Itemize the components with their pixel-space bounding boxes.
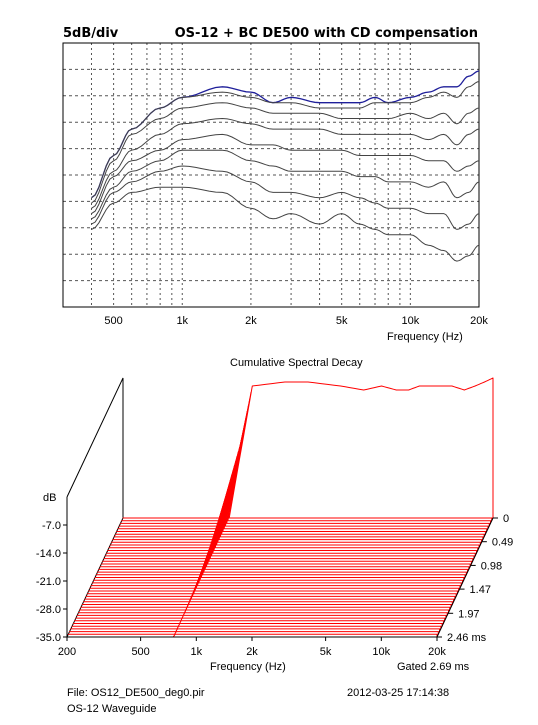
time-tick-label: 0.49 [492, 537, 513, 549]
x-tick-label: 2k [245, 315, 257, 327]
x-tick-label: 20k [470, 315, 488, 327]
x-tick-label: 200 [58, 646, 76, 658]
off-axis-response-line [91, 117, 480, 209]
off-axis-response-line [91, 149, 480, 220]
off-axis-response-line [91, 165, 480, 230]
top-x-axis-label: Frequency (Hz) [387, 331, 463, 343]
csd-y-axis-label: dB [43, 492, 57, 504]
csd-x-axis-label: Frequency (Hz) [210, 661, 286, 673]
file-name: File: OS12_DE500_deg0.pir [67, 687, 205, 699]
y-tick-label: -14.0 [36, 548, 61, 560]
x-tick-label: 500 [104, 315, 122, 327]
x-tick-label: 5k [336, 315, 348, 327]
time-tick-label: 0 [503, 513, 509, 525]
gated-label: Gated 2.69 ms [397, 661, 470, 673]
y-tick-label: -35.0 [36, 632, 61, 644]
off-axis-response-line [91, 186, 480, 262]
y-tick-label: -7.0 [42, 520, 61, 532]
x-tick-label: 5k [320, 646, 332, 658]
x-tick-label: 1k [176, 315, 188, 327]
x-tick-label: 10k [372, 646, 390, 658]
top-chart-title: OS-12 + BC DE500 with CD compensation [174, 26, 478, 41]
x-tick-label: 10k [401, 315, 419, 327]
time-axis-line [436, 517, 494, 638]
time-tick-label: 1.47 [470, 584, 491, 596]
off-axis-response-line [91, 102, 480, 204]
off-axis-response-line [91, 133, 480, 215]
x-tick-label: 2k [246, 646, 258, 658]
y-tick-label: -21.0 [36, 576, 61, 588]
csd-title: Cumulative Spectral Decay [230, 357, 363, 369]
time-tick-label: 1.97 [458, 608, 479, 620]
plot-frame [62, 42, 480, 308]
x-tick-label: 20k [428, 646, 446, 658]
time-tick-label: 0.98 [481, 560, 502, 572]
y-tick-label: -28.0 [36, 604, 61, 616]
decay-slice [122, 377, 494, 519]
x-tick-label: 1k [190, 646, 202, 658]
time-tick-label: 2.46 ms [447, 632, 487, 644]
off-axis-response-line [91, 81, 480, 199]
scale-label: 5dB/div [63, 26, 119, 41]
waveguide-label: OS-12 Waveguide [67, 703, 157, 715]
x-tick-label: 500 [131, 646, 149, 658]
timestamp: 2012-03-25 17:14:38 [347, 687, 450, 699]
frequency-response-chart: 500 1k 2k 5k 10k 20k [62, 42, 488, 327]
